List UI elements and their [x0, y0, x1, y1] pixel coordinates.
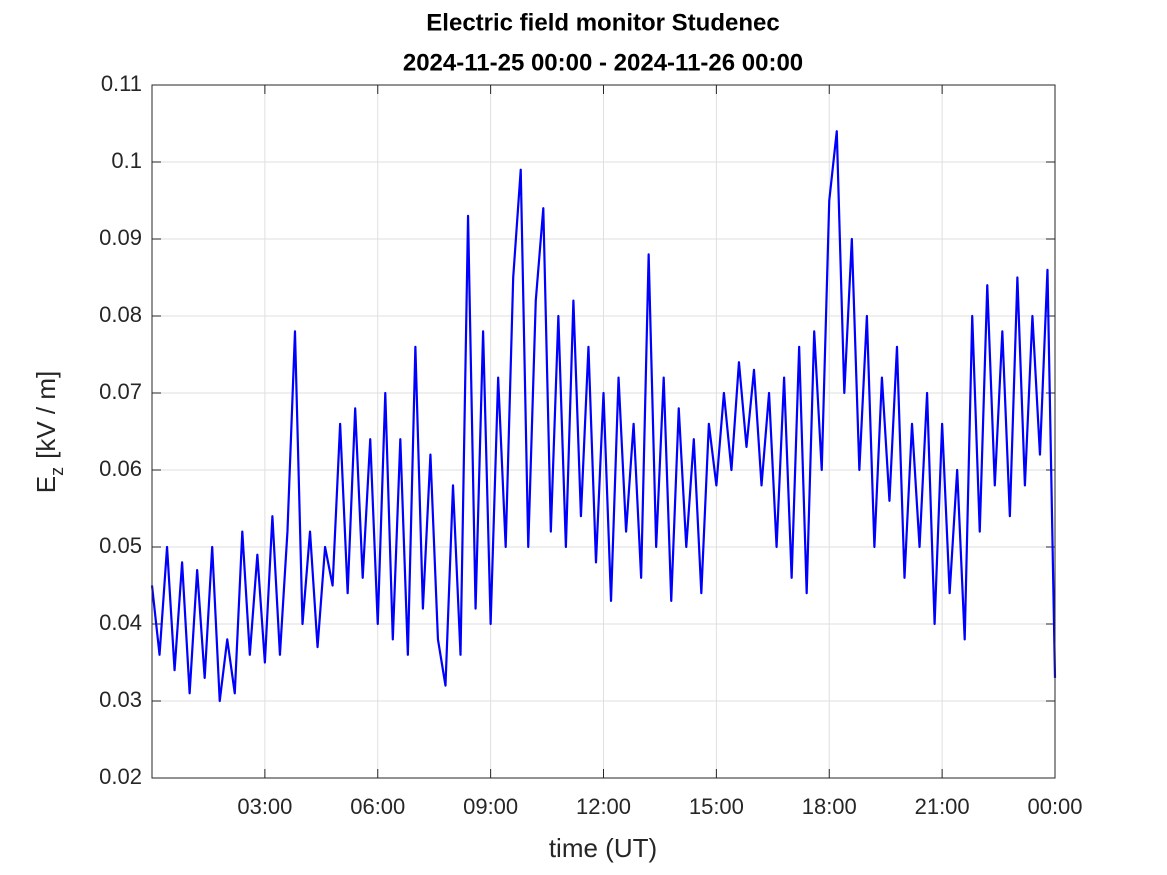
x-tick-label: 03:00 [237, 794, 292, 819]
x-tick-label: 18:00 [802, 794, 857, 819]
y-tick-label: 0.03 [99, 687, 142, 712]
y-tick-label: 0.07 [99, 379, 142, 404]
x-tick-label: 00:00 [1027, 794, 1082, 819]
y-tick-label: 0.02 [99, 764, 142, 789]
y-label-base: E [31, 476, 61, 493]
labels: 0.02 0.03 0.04 0.05 0.06 0.07 0.08 0.09 0.1 0.11 0… [99, 71, 1082, 819]
y-tick-label: 0.04 [99, 610, 142, 635]
y-axis-label: Ez [kV / m] [31, 371, 67, 493]
x-tick-label: 12:00 [576, 794, 631, 819]
y-label-sub: z [47, 467, 67, 476]
x-tick-label: 06:00 [350, 794, 405, 819]
y-tick-label: 0.09 [99, 225, 142, 250]
y-label-rest: [kV / m] [31, 371, 61, 459]
y-tick-label: 0.1 [111, 148, 142, 173]
y-tick-label: 0.06 [99, 456, 142, 481]
x-tick-label: 09:00 [463, 794, 518, 819]
data-line [150, 130, 1057, 703]
y-tick-label: 0.08 [99, 302, 142, 327]
y-tick-label: 0.11 [101, 71, 142, 96]
axes-box [151, 84, 1056, 779]
x-tick-label: 21:00 [915, 794, 970, 819]
y-tick-label: 0.05 [99, 533, 142, 558]
x-tick-label: 15:00 [689, 794, 744, 819]
chart-subtitle: 2024-11-25 00:00 - 2024-11-26 00:00 [403, 49, 803, 76]
chart-title: Electric field monitor Studenec [426, 9, 779, 36]
lines [150, 130, 1057, 703]
x-axis-label: time (UT) [549, 833, 657, 863]
